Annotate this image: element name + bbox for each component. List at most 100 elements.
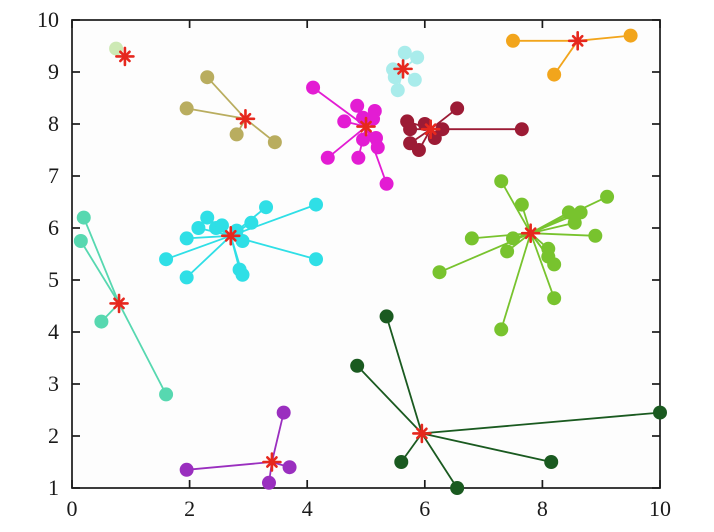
cluster-edge-dark-green bbox=[421, 411, 661, 435]
cluster-edge-yellow-green bbox=[500, 232, 532, 330]
data-point-magenta bbox=[379, 176, 394, 191]
data-point-cyan bbox=[235, 267, 250, 282]
y-tick-label: 9 bbox=[48, 59, 59, 84]
data-point-cyan bbox=[191, 221, 206, 235]
data-point-yellow-green bbox=[573, 205, 588, 220]
cluster-edge-medium-turquoise bbox=[80, 240, 120, 304]
data-point-dark-khaki bbox=[229, 127, 244, 142]
y-tick-label: 5 bbox=[48, 267, 59, 292]
centroid-asterisk-cyan bbox=[224, 229, 237, 242]
data-point-medium-turquoise bbox=[94, 314, 109, 329]
cluster-edge-yellow-green bbox=[530, 232, 596, 237]
cluster-edge-dark-khaki bbox=[186, 107, 246, 120]
data-point-magenta bbox=[356, 132, 371, 147]
data-point-yellow-green bbox=[432, 265, 447, 280]
data-point-magenta bbox=[351, 150, 366, 165]
data-point-cyan bbox=[244, 215, 259, 230]
cluster-edge-medium-turquoise bbox=[118, 302, 167, 395]
y-tick-label: 4 bbox=[48, 319, 59, 344]
data-point-magenta bbox=[306, 80, 321, 95]
data-point-dark-green bbox=[379, 309, 394, 324]
data-point-cyan bbox=[214, 218, 229, 233]
x-tick-label: 2 bbox=[184, 496, 195, 521]
data-point-orange bbox=[547, 67, 562, 82]
cluster-edge-dark-green bbox=[421, 432, 552, 463]
x-tick-label: 10 bbox=[649, 496, 671, 521]
data-point-yellow-green bbox=[588, 228, 603, 243]
data-point-dark-green bbox=[350, 358, 365, 373]
cluster-edge-yellow-green bbox=[529, 232, 556, 299]
data-point-cyan bbox=[179, 231, 194, 246]
data-point-medium-turquoise bbox=[76, 210, 91, 225]
data-point-yellow-green bbox=[506, 231, 520, 246]
data-point-orange bbox=[623, 28, 638, 43]
data-point-cyan bbox=[200, 210, 215, 225]
data-point-yellow-green bbox=[567, 215, 582, 230]
data-point-dark-red bbox=[411, 143, 426, 157]
data-point-orange bbox=[506, 33, 520, 48]
data-point-dark-green bbox=[450, 481, 465, 495]
centroid-asterisk-magenta bbox=[360, 120, 372, 133]
cluster-edge-yellow-green bbox=[530, 221, 575, 235]
plot-area bbox=[72, 20, 660, 488]
cluster-edge-purple bbox=[271, 412, 285, 463]
cluster-edge-dark-green bbox=[385, 316, 423, 434]
data-point-dark-red bbox=[403, 122, 418, 137]
data-point-cyan bbox=[309, 252, 324, 267]
data-point-magenta bbox=[320, 150, 335, 165]
data-point-purple bbox=[282, 460, 297, 475]
data-point-yellow-green bbox=[464, 231, 479, 246]
data-point-magenta bbox=[370, 140, 385, 155]
data-point-pale-turquoise bbox=[410, 50, 425, 65]
data-point-cyan bbox=[259, 200, 274, 215]
centroid-asterisk-dark-khaki bbox=[239, 112, 252, 125]
data-point-yellow-green bbox=[500, 244, 515, 259]
data-point-dark-khaki bbox=[200, 70, 215, 85]
data-point-yellow-green bbox=[494, 322, 509, 337]
cluster-edge-medium-turquoise bbox=[82, 217, 120, 304]
data-point-dark-red bbox=[514, 122, 529, 137]
data-point-dark-green bbox=[653, 405, 667, 420]
data-point-yellow-green bbox=[561, 205, 576, 220]
centroid-asterisk-pale-green bbox=[119, 50, 131, 63]
data-point-cyan bbox=[159, 252, 174, 267]
cluster-edge-yellow-green bbox=[471, 232, 531, 240]
data-point-cyan bbox=[235, 234, 250, 248]
y-tick-label: 3 bbox=[48, 371, 59, 396]
centroid-asterisk-medium-turquoise bbox=[113, 297, 125, 310]
data-point-dark-green bbox=[544, 455, 559, 469]
data-point-dark-green bbox=[394, 455, 409, 469]
data-point-magenta bbox=[350, 98, 365, 113]
y-tick-label: 8 bbox=[48, 111, 59, 136]
data-point-yellow-green bbox=[547, 257, 562, 272]
data-point-cyan bbox=[309, 197, 324, 212]
data-point-pale-turquoise bbox=[407, 72, 422, 87]
x-tick-label: 6 bbox=[419, 496, 430, 521]
data-point-yellow-green bbox=[514, 197, 529, 212]
centroid-asterisk-dark-green bbox=[415, 427, 428, 440]
y-tick-label: 6 bbox=[48, 215, 59, 240]
cluster-edge-magenta bbox=[327, 125, 367, 159]
data-point-purple bbox=[179, 462, 194, 477]
x-tick-label: 4 bbox=[302, 496, 313, 521]
axes-frame bbox=[71, 19, 661, 489]
y-tick-label: 10 bbox=[37, 7, 59, 32]
data-point-medium-turquoise bbox=[159, 387, 174, 402]
data-point-yellow-green bbox=[600, 189, 615, 204]
y-tick-label: 2 bbox=[48, 423, 59, 448]
centroid-asterisk-yellow-green bbox=[524, 227, 537, 240]
data-point-dark-red bbox=[450, 101, 465, 116]
y-tick-label: 7 bbox=[48, 163, 59, 188]
data-point-purple bbox=[276, 405, 291, 420]
data-point-purple bbox=[261, 475, 276, 490]
x-tick-label: 8 bbox=[537, 496, 548, 521]
y-tick-label: 1 bbox=[48, 475, 59, 500]
data-point-dark-khaki bbox=[179, 101, 194, 116]
data-point-cyan bbox=[179, 270, 194, 285]
data-point-pale-turquoise bbox=[397, 45, 412, 60]
data-point-pale-turquoise bbox=[390, 83, 405, 98]
cluster-edge-dark-khaki bbox=[206, 76, 247, 120]
cluster-edge-cyan bbox=[186, 235, 232, 279]
